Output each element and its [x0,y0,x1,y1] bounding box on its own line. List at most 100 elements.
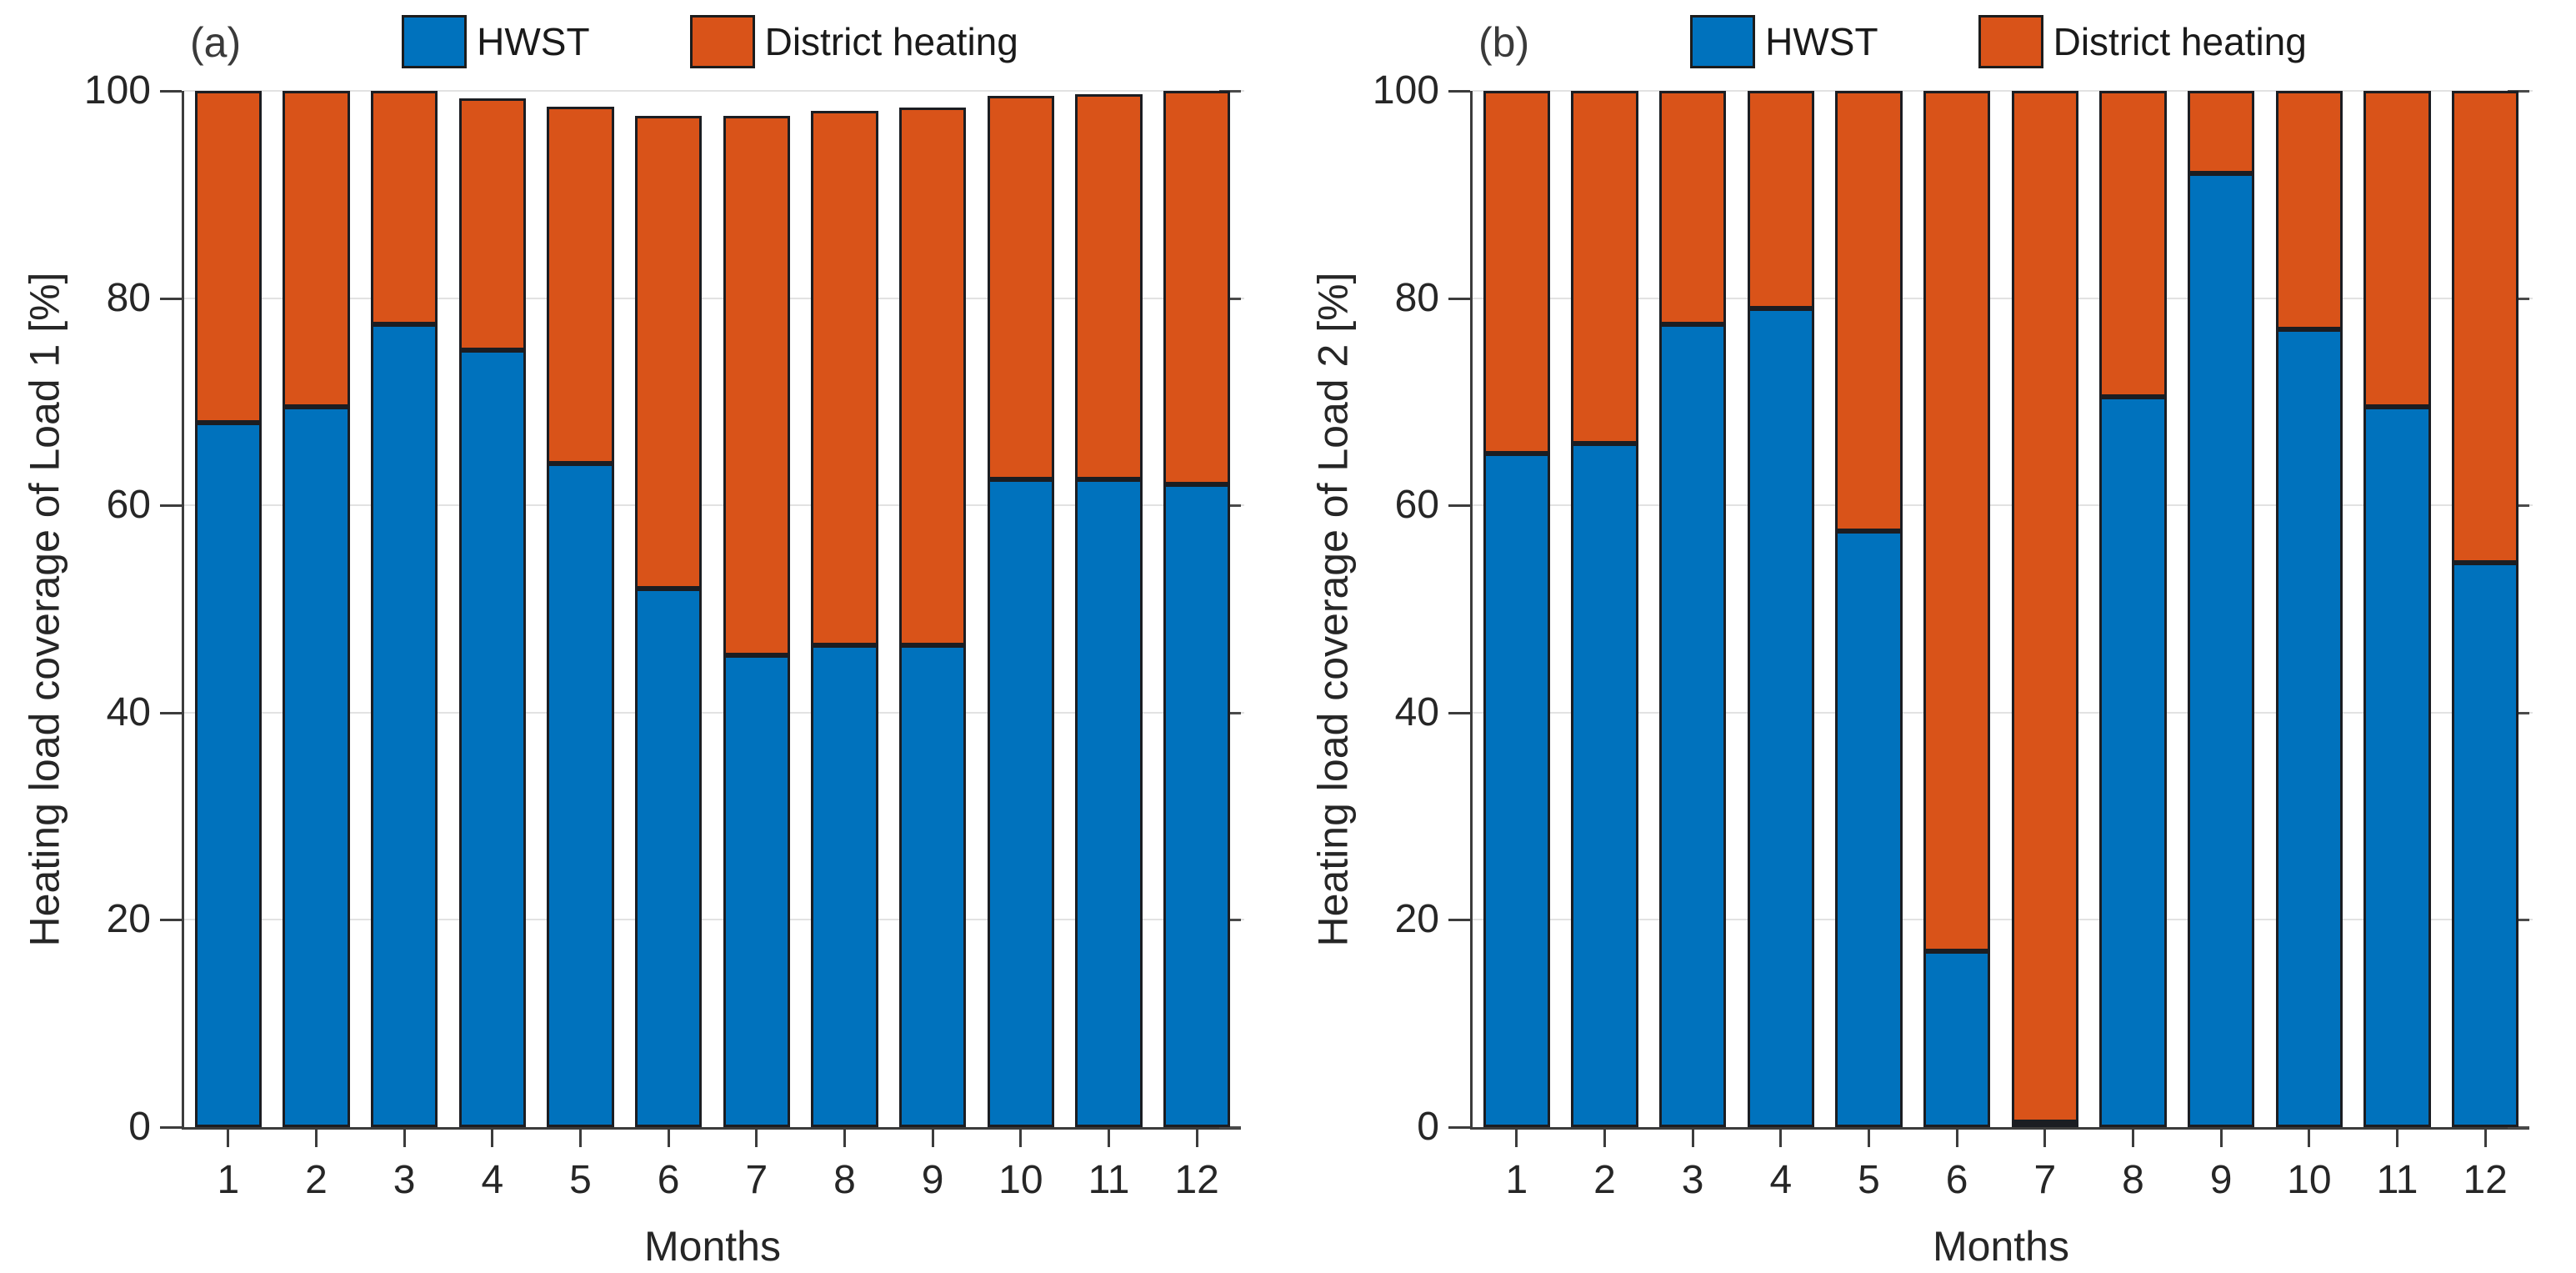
bar-segment-hwst [811,645,878,1127]
y-gridline [184,504,1244,507]
bar-segment-hwst [283,407,350,1127]
bar-segment-hwst [371,323,438,1127]
bar-segment-hwst [2011,1121,2078,1127]
x-tick-mark [1868,1127,1870,1147]
y-gridline [1473,90,2533,92]
plot-area: Months 0 20 40 60 80 100 1 2 3 4 5 6 7 8 9 10 11 12 [1373,71,2533,1267]
bar-segment-district-heating [1835,91,1903,532]
bar-segment-hwst [1075,479,1143,1127]
bar-segment-hwst [2275,328,2343,1127]
legend: HWST District heating [1470,7,2527,77]
x-tick-mark [2396,1127,2398,1147]
bar-month-3 [1659,91,1727,1127]
bar-month-9 [2188,91,2255,1127]
bar-segment-hwst [194,422,262,1127]
bar-segment-district-heating [2363,91,2431,408]
x-tick-mark [1691,1127,1694,1147]
y-gridline [1473,504,2533,507]
bar-month-5 [547,91,614,1127]
y-axis-label-box: Heating load coverage of Load 1 [%] [15,91,73,1127]
y-gridline [184,919,1244,921]
y-gridline [1473,297,2533,299]
y-tick-label: 80 [1394,275,1439,320]
bar-segment-hwst [1571,443,1638,1127]
x-tick-label: 6 [1945,1158,1968,1202]
y-gridline [184,90,1244,92]
x-tick-mark [1603,1127,1606,1147]
bar-month-1 [194,91,262,1127]
x-tick-mark [315,1127,318,1147]
bar-segment-district-heating [1747,91,1814,309]
x-tick-label: 10 [998,1158,1043,1202]
bar-month-4 [458,91,526,1127]
bar-segment-district-heating [2099,91,2167,397]
x-tick-label: 1 [1505,1158,1528,1202]
bar-month-10 [2275,91,2343,1127]
bar-month-11 [2363,91,2431,1127]
x-tick-mark [843,1127,846,1147]
x-tick-mark [2219,1127,2223,1147]
x-tick-label: 6 [657,1158,680,1202]
y-tick-mark [1448,711,1470,714]
district-heating-swatch-icon [689,15,755,68]
bar-segment-hwst [2188,173,2255,1127]
x-tick-label: 7 [745,1158,768,1202]
bar-segment-hwst [458,349,526,1127]
bar-segment-district-heating [2275,91,2343,329]
bar-month-6 [635,91,703,1127]
bar-month-5 [1835,91,1903,1127]
bar-month-8 [2099,91,2167,1127]
x-tick-mark [1955,1127,1958,1147]
legend-item-district-heating: District heating [689,15,1018,68]
bar-segment-hwst [2099,396,2167,1127]
legend-item-district-heating: District heating [1978,15,2307,68]
x-tick-mark [2043,1127,2047,1147]
bar-segment-hwst [635,588,703,1127]
bar-segment-district-heating [635,115,703,589]
y-axis-label: Heating load coverage of Load 1 [%] [21,272,68,946]
bar-segment-district-heating [1075,93,1143,480]
x-tick-mark [1019,1127,1023,1147]
bar-month-4 [1747,91,1814,1127]
bar-month-11 [1075,91,1143,1127]
bar-month-7 [2011,91,2078,1127]
y-tick-mark-right [2508,1126,2529,1129]
bar-segment-hwst [1483,454,1550,1127]
bar-month-7 [723,91,790,1127]
y-tick-mark [1448,297,1470,300]
legend-label-district-heating: District heating [764,20,1018,63]
x-tick-label: 12 [1174,1158,1219,1202]
bar-segment-hwst [1835,531,1903,1127]
x-tick-mark [2308,1127,2311,1147]
panel-tag: (b) [1478,19,1530,66]
plot-area: Months 0 20 40 60 80 100 1 2 3 4 5 6 7 8 9 10 11 12 [84,71,1244,1267]
y-gridline [184,711,1244,714]
bar-segment-hwst [723,655,790,1127]
x-axis-label: Months [1933,1223,2069,1270]
y-gridline [1473,919,2533,921]
x-tick-mark [2132,1127,2134,1147]
x-tick-label: 12 [2463,1158,2508,1202]
bar-segment-hwst [899,645,967,1127]
x-tick-label: 11 [1088,1158,1130,1202]
x-tick-label: 4 [1769,1158,1793,1202]
bar-segment-hwst [547,464,614,1127]
bar-segment-district-heating [1659,91,1727,324]
x-tick-mark [1779,1127,1783,1147]
x-tick-label: 1 [217,1158,240,1202]
x-tick-mark [2483,1127,2487,1147]
hwst-swatch-icon [1690,15,1756,68]
district-heating-swatch-icon [1978,15,2043,68]
x-tick-mark [667,1127,670,1147]
bar-month-6 [1923,91,1991,1127]
y-tick-mark [160,504,182,508]
x-tick-label: 7 [2033,1158,2057,1202]
y-tick-mark [160,1126,182,1129]
y-tick-label: 100 [1372,68,1439,113]
y-gridline [1473,711,2533,714]
chart-panel-a: (a) HWST District heating Heating load c… [15,15,1244,1267]
legend-item-hwst: HWST [1690,15,1878,68]
y-tick-mark [1448,90,1470,93]
x-axis-label: Months [644,1223,781,1270]
y-tick-mark [1448,504,1470,508]
